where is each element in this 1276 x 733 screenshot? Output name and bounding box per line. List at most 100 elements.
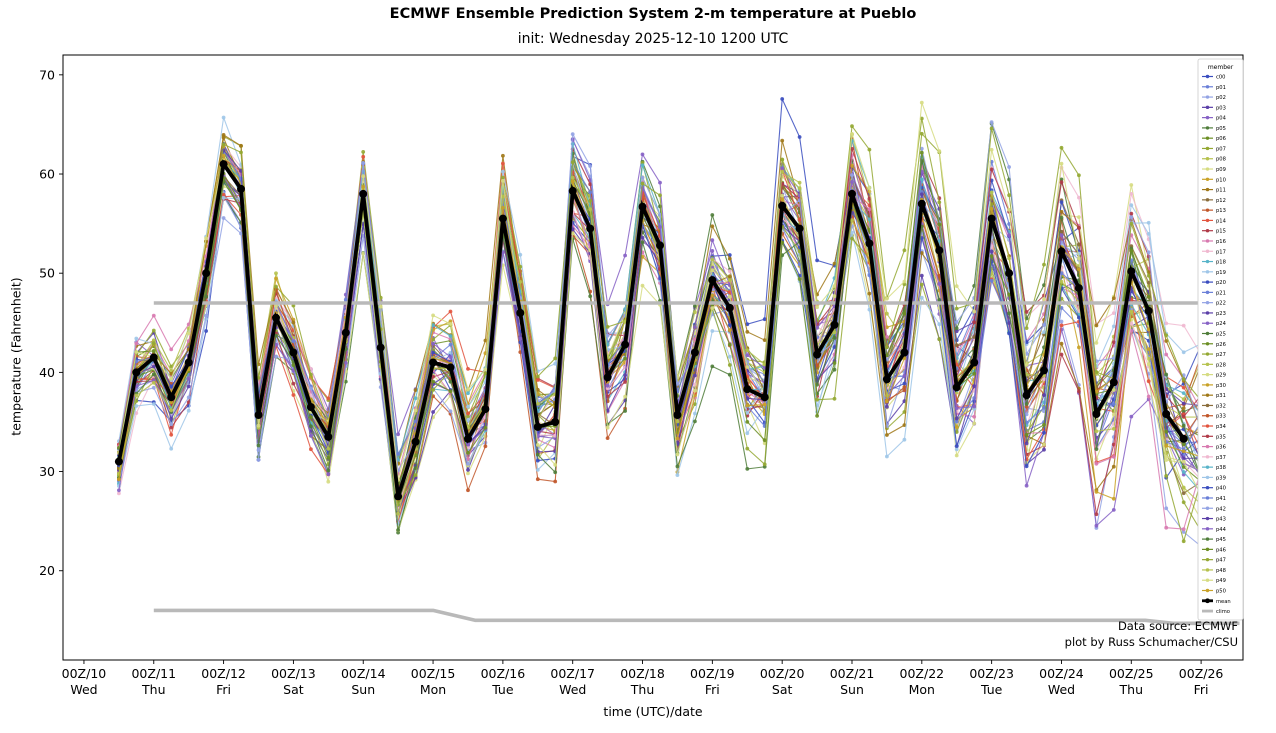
legend-entry: p39: [1202, 475, 1226, 481]
svg-text:p32: p32: [1216, 403, 1226, 409]
svg-text:p33: p33: [1216, 414, 1226, 420]
svg-text:Wed: Wed: [70, 682, 97, 697]
svg-text:50: 50: [39, 266, 55, 281]
svg-text:p25: p25: [1216, 332, 1226, 338]
svg-text:00Z/17: 00Z/17: [550, 666, 595, 681]
svg-text:p24: p24: [1216, 321, 1227, 327]
legend-entry: p45: [1202, 537, 1226, 543]
legend-entry: p40: [1202, 486, 1226, 492]
svg-text:Sun: Sun: [351, 682, 375, 697]
legend-entry: p38: [1202, 465, 1226, 471]
svg-text:p19: p19: [1216, 270, 1226, 276]
legend-entry: p14: [1202, 218, 1227, 224]
legend-entry: p15: [1202, 229, 1226, 235]
svg-text:Fri: Fri: [1194, 682, 1209, 697]
legend-entry: p48: [1202, 568, 1226, 574]
legend-entry: p34: [1202, 424, 1227, 430]
legend-entry: p28: [1202, 362, 1226, 368]
svg-text:p46: p46: [1216, 547, 1226, 553]
svg-text:p03: p03: [1216, 105, 1226, 111]
legend-entry: p30: [1202, 383, 1226, 389]
legend-entry: p25: [1202, 332, 1226, 338]
svg-text:p50: p50: [1216, 589, 1226, 595]
svg-text:70: 70: [39, 67, 55, 82]
svg-text:p15: p15: [1216, 229, 1226, 235]
data-source-credit: Data source: ECMWF: [1117, 619, 1238, 633]
svg-text:p44: p44: [1216, 527, 1227, 533]
svg-text:Thu: Thu: [141, 682, 165, 697]
legend-entry: p47: [1202, 558, 1226, 564]
svg-text:00Z/24: 00Z/24: [1039, 666, 1084, 681]
svg-text:00Z/22: 00Z/22: [900, 666, 945, 681]
svg-text:p13: p13: [1216, 208, 1226, 214]
member-line-p48: [118, 157, 1202, 514]
legend-entry: p08: [1202, 157, 1226, 163]
legend: member c00 p01 p02 p03 p04 p05 p06 p07 p08 p09 p10 p…: [1197, 58, 1244, 621]
svg-text:p23: p23: [1216, 311, 1226, 317]
svg-text:p49: p49: [1216, 578, 1226, 584]
legend-entry: mean: [1202, 598, 1231, 605]
svg-text:00Z/25: 00Z/25: [1109, 666, 1154, 681]
svg-text:Sat: Sat: [283, 682, 304, 697]
legend-entry: p43: [1202, 517, 1226, 523]
svg-text:p38: p38: [1216, 465, 1226, 471]
legend-entry: p01: [1202, 85, 1226, 91]
svg-text:00Z/16: 00Z/16: [481, 666, 526, 681]
legend-entry: p37: [1202, 455, 1226, 461]
svg-text:00Z/15: 00Z/15: [411, 666, 456, 681]
svg-text:p17: p17: [1216, 249, 1226, 255]
x-ticks: 00Z/10Wed00Z/11Thu00Z/12Fri00Z/13Sat00Z/…: [62, 660, 1223, 697]
svg-text:p10: p10: [1216, 177, 1226, 183]
mean-line: [114, 159, 1188, 501]
svg-text:p28: p28: [1216, 362, 1226, 368]
svg-text:p47: p47: [1216, 558, 1226, 564]
svg-text:p05: p05: [1216, 126, 1226, 132]
svg-text:p26: p26: [1216, 342, 1226, 348]
svg-text:40: 40: [39, 365, 55, 380]
legend-entry: climo: [1202, 609, 1230, 615]
svg-text:p18: p18: [1216, 260, 1226, 266]
svg-text:p27: p27: [1216, 352, 1226, 358]
legend-entry: p49: [1202, 578, 1226, 584]
member-line-c00: [118, 96, 1202, 496]
legend-entry: p50: [1202, 589, 1226, 595]
svg-text:Wed: Wed: [559, 682, 586, 697]
legend-entry: p35: [1202, 434, 1226, 440]
legend-entry: p29: [1202, 373, 1226, 379]
svg-text:00Z/21: 00Z/21: [830, 666, 875, 681]
svg-text:Sun: Sun: [840, 682, 864, 697]
legend-entry: p42: [1202, 506, 1226, 512]
legend-entry: p24: [1202, 321, 1227, 327]
svg-text:p39: p39: [1216, 475, 1226, 481]
legend-entry: p27: [1202, 352, 1226, 358]
svg-text:p22: p22: [1216, 301, 1226, 307]
legend-entry: p17: [1202, 249, 1226, 255]
svg-text:p43: p43: [1216, 517, 1226, 523]
svg-text:00Z/19: 00Z/19: [690, 666, 735, 681]
svg-text:p45: p45: [1216, 537, 1226, 543]
x-axis-label: time (UTC)/date: [603, 704, 703, 719]
climo-lines: [153, 301, 1240, 626]
svg-text:20: 20: [39, 563, 55, 578]
svg-text:p29: p29: [1216, 373, 1226, 379]
svg-text:Tue: Tue: [491, 682, 514, 697]
svg-text:p41: p41: [1216, 496, 1226, 502]
plot-author-credit: plot by Russ Schumacher/CSU: [1064, 635, 1238, 649]
svg-text:p31: p31: [1216, 393, 1226, 399]
svg-text:p11: p11: [1216, 188, 1226, 194]
svg-text:p07: p07: [1216, 146, 1226, 152]
y-axis-label: temperature (Fahrenheit): [8, 277, 24, 436]
svg-text:00Z/13: 00Z/13: [271, 666, 316, 681]
svg-text:p09: p09: [1216, 167, 1226, 173]
svg-text:00Z/18: 00Z/18: [620, 666, 665, 681]
legend-entry: p12: [1202, 198, 1226, 204]
chart-subtitle: init: Wednesday 2025-12-10 1200 UTC: [517, 31, 789, 47]
svg-text:p48: p48: [1216, 568, 1226, 574]
svg-text:00Z/20: 00Z/20: [760, 666, 805, 681]
svg-text:p20: p20: [1216, 280, 1226, 286]
svg-text:Sat: Sat: [772, 682, 793, 697]
svg-text:p12: p12: [1216, 198, 1226, 204]
legend-entry: p26: [1202, 342, 1226, 348]
svg-text:Fri: Fri: [216, 682, 231, 697]
